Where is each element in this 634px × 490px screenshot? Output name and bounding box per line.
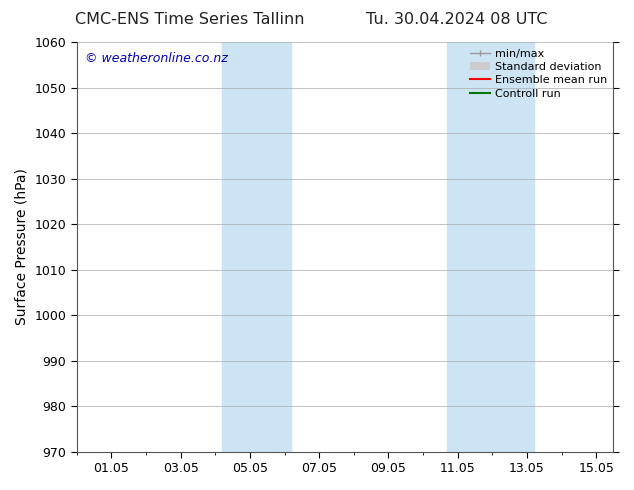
Legend: min/max, Standard deviation, Ensemble mean run, Controll run: min/max, Standard deviation, Ensemble me… <box>465 44 611 103</box>
Y-axis label: Surface Pressure (hPa): Surface Pressure (hPa) <box>15 169 29 325</box>
Bar <box>447 42 534 452</box>
Text: CMC-ENS Time Series Tallinn: CMC-ENS Time Series Tallinn <box>75 12 305 27</box>
Text: © weatheronline.co.nz: © weatheronline.co.nz <box>85 52 228 65</box>
Text: Tu. 30.04.2024 08 UTC: Tu. 30.04.2024 08 UTC <box>366 12 547 27</box>
Bar <box>223 42 292 452</box>
